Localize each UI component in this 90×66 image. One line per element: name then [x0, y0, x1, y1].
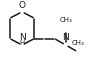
Text: CH₃: CH₃ — [72, 40, 85, 46]
Text: CH₃: CH₃ — [59, 17, 72, 23]
Text: N: N — [62, 33, 69, 42]
Text: H: H — [19, 40, 25, 46]
Text: N: N — [19, 33, 25, 42]
Text: O: O — [19, 1, 26, 10]
